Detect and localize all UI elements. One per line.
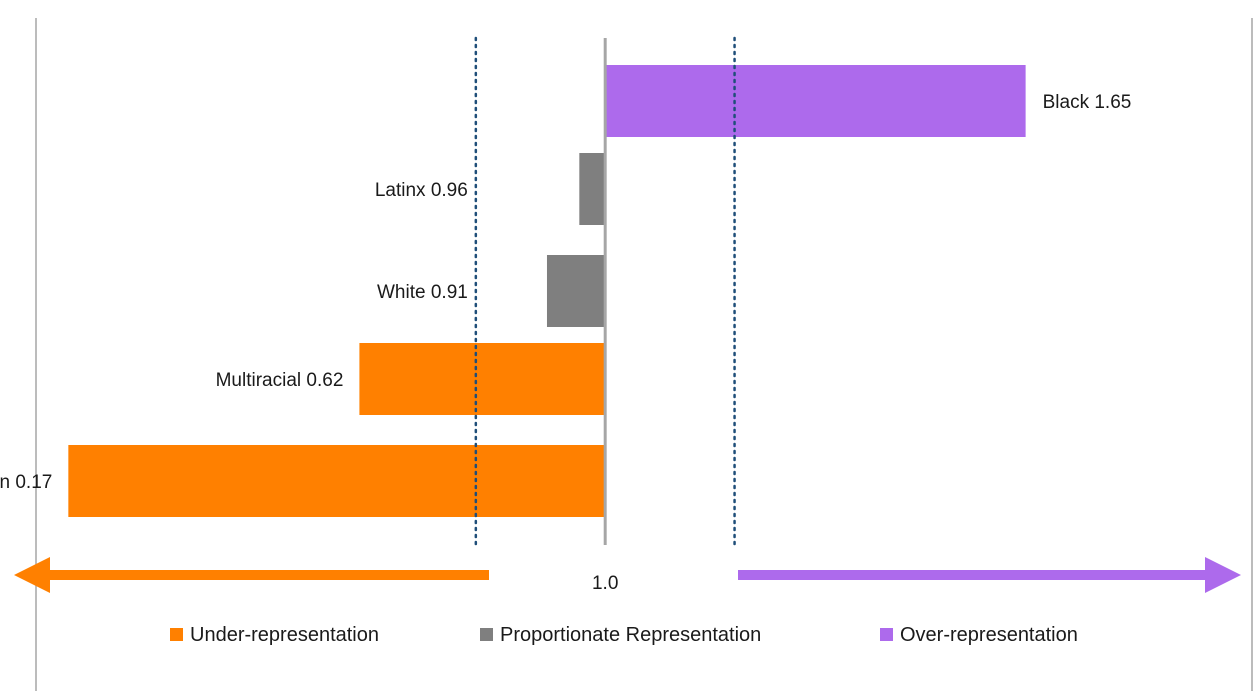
over-arrow-shaft	[738, 570, 1210, 580]
bar-latinx	[579, 153, 606, 225]
legend-item-over: Over-representation	[880, 624, 1078, 646]
legend-item-proportionate: Proportionate Representation	[480, 624, 761, 646]
data-label-white: White 0.91	[377, 282, 468, 303]
legend-label-proportionate: Proportionate Representation	[500, 624, 761, 646]
baseline-value-label: 1.0	[592, 573, 618, 594]
under-arrow-shaft	[40, 570, 489, 580]
legend-label-over: Over-representation	[900, 624, 1078, 646]
data-label-asian: Asian 0.17	[0, 472, 52, 493]
data-label-black: Black 1.65	[1043, 92, 1132, 113]
bar-white	[546, 255, 606, 327]
legend-swatch-under	[170, 628, 183, 641]
bar-asian	[68, 445, 606, 517]
legend-swatch-proportionate	[480, 628, 493, 641]
under-arrow-head	[14, 557, 50, 593]
data-label-latinx: Latinx 0.96	[375, 180, 468, 201]
data-label-multiracial: Multiracial 0.62	[216, 370, 344, 391]
legend-swatch-over	[880, 628, 893, 641]
legend-label-under: Under-representation	[190, 624, 379, 646]
bar-multiracial	[359, 343, 606, 415]
bar-black	[605, 65, 1026, 137]
over-arrow-head	[1205, 557, 1241, 593]
legend-item-under: Under-representation	[170, 624, 379, 646]
